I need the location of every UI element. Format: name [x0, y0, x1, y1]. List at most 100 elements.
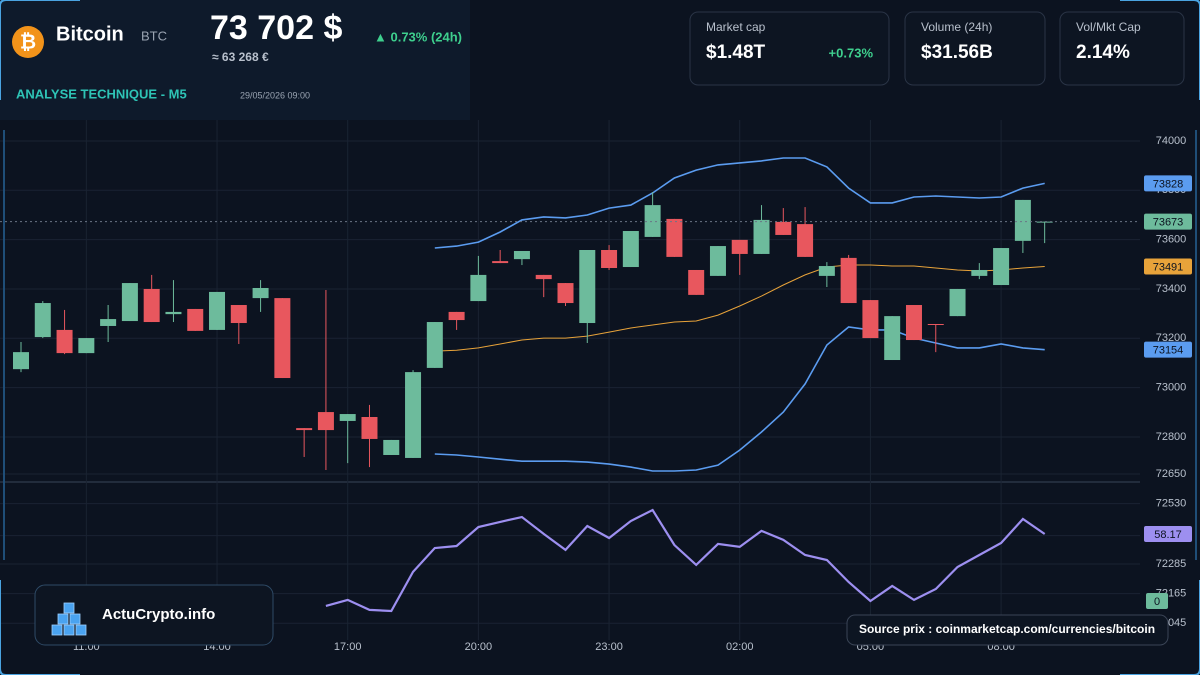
candle-body: [797, 224, 814, 257]
candle-body: [13, 352, 29, 370]
candle-body: [818, 266, 835, 276]
candle-body: [121, 283, 138, 322]
candle-body: [884, 316, 901, 361]
price-badge: [1144, 258, 1192, 275]
card-value: 2.14%: [1076, 42, 1130, 63]
candle-body: [557, 283, 574, 304]
brand-box: [34, 584, 274, 646]
candle-body: [143, 288, 160, 323]
card: [1059, 11, 1185, 86]
candle-body: [1014, 199, 1031, 241]
section-title: ANALYSE TECHNIQUE - M5: [16, 86, 187, 101]
x-tick-label: 20:00: [465, 641, 493, 653]
price-badge-label: 58.17: [1154, 529, 1182, 541]
cube: [51, 624, 63, 636]
source: Source prix : coinmarketcap.com/currenci…: [859, 622, 1155, 636]
candle-body: [927, 324, 944, 326]
candle-body: [644, 205, 661, 237]
y-tick-label: 72530: [1156, 497, 1187, 509]
x-tick-label: 23:00: [595, 641, 623, 653]
candle-body: [448, 311, 465, 321]
band-lower: [434, 326, 1045, 472]
header-panel: [0, 0, 470, 120]
candle-body: [862, 300, 879, 339]
band-upper: [434, 157, 1045, 249]
source-box: [846, 614, 1169, 646]
x-tick-label: 17:00: [334, 641, 362, 653]
candle-body: [905, 305, 922, 341]
frame-corner: [0, 0, 80, 100]
candle-body: [34, 303, 51, 338]
y-tick-label: 73200: [1156, 332, 1187, 344]
price-badge: [1144, 341, 1192, 358]
candle-body: [470, 274, 487, 302]
card-change: +0.73%: [829, 45, 874, 60]
price-badge-label: 73673: [1153, 217, 1184, 229]
card-label: Vol/Mkt Cap: [1076, 20, 1141, 34]
y-tick-label: 73600: [1156, 234, 1187, 246]
candle-body: [230, 305, 247, 324]
y-tick-label: 73400: [1156, 283, 1187, 295]
candle-body: [731, 239, 748, 254]
candle-body: [840, 257, 857, 304]
card-label: Market cap: [706, 20, 766, 34]
cube: [63, 624, 75, 636]
price-badge-label: 73154: [1153, 345, 1184, 357]
candle-body: [165, 311, 182, 315]
y2-tick-badge: [1146, 592, 1168, 609]
cube: [75, 624, 87, 636]
candle-body: [274, 298, 291, 379]
card-label: Volume (24h): [921, 20, 992, 34]
candle-body: [56, 329, 73, 354]
price-eur: ≈ 63 268 €: [212, 50, 269, 64]
cube: [57, 613, 69, 625]
candle-body: [100, 319, 117, 326]
price-change: ▲ 0.73% (24h): [374, 29, 462, 44]
candle-body: [513, 250, 530, 260]
bitcoin-symbol: ₿: [20, 31, 36, 53]
candle-body: [383, 439, 400, 455]
x-tick-label: 02:00: [726, 641, 754, 653]
candle-body: [601, 250, 618, 269]
candle-body: [1036, 221, 1053, 223]
y-tick-label: 72285: [1156, 558, 1187, 570]
candle-body: [252, 287, 269, 299]
price: 73 702 $: [210, 9, 342, 47]
y-tick-label: 72650: [1156, 468, 1187, 480]
candle-body: [492, 261, 509, 264]
candle-body: [535, 274, 552, 280]
candle-body: [426, 322, 443, 368]
oscillator-line: [325, 508, 1046, 613]
candle-body: [666, 218, 683, 257]
price-badge: [1144, 525, 1192, 542]
candle-body: [688, 269, 705, 295]
bitcoin-icon: [12, 26, 44, 58]
candle-body: [971, 269, 988, 276]
candle-body: [187, 308, 204, 331]
candle-body: [709, 246, 726, 276]
band-middle: [434, 264, 1045, 352]
y-tick-label: 73000: [1156, 382, 1187, 394]
plot: 7400073800736007340073200730007280072650…: [0, 120, 1186, 653]
candle-body: [993, 248, 1010, 286]
coin-name: Bitcoin: [56, 23, 124, 45]
candle-body: [361, 417, 378, 439]
candle-body: [622, 231, 639, 268]
card: [904, 11, 1046, 86]
card-value: $1.48T: [706, 42, 766, 63]
candle-body: [78, 338, 95, 354]
coin-ticker: BTC: [141, 28, 167, 43]
candle-body: [339, 414, 356, 421]
candle-body: [317, 412, 334, 431]
candle-body: [775, 221, 792, 235]
cube: [69, 613, 81, 625]
cube: [63, 602, 75, 614]
datetime: 29/05/2026 09:00: [240, 90, 310, 100]
overlay: ActuCrypto.info Source prix : coinmarket…: [34, 175, 1192, 646]
candle-body: [579, 250, 596, 324]
y-tick-label: 72800: [1156, 431, 1187, 443]
price-badge-label: 73491: [1153, 261, 1184, 273]
candle-body: [949, 288, 966, 317]
y2-tick-label: 0: [1154, 596, 1160, 608]
